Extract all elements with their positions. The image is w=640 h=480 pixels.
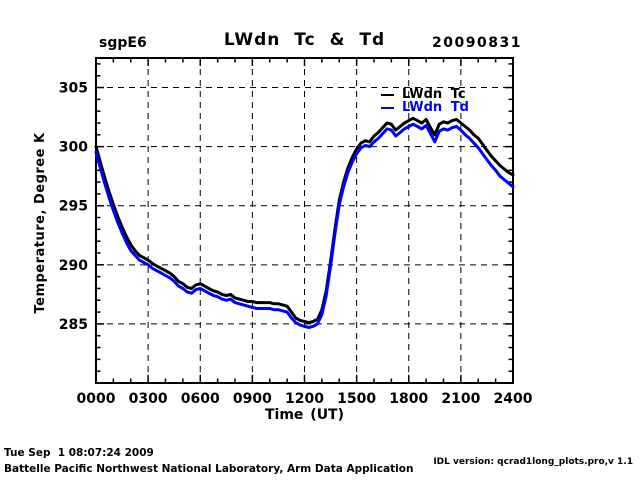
x-tick-label: 0300 [129,391,168,407]
footer-version-block: IDL version: qcrad1long_plots.pro,v 1.1 … [362,444,633,480]
footer-idl-version: IDL version: qcrad1long_plots.pro,v 1.1 [433,457,633,468]
x-tick-label: 2400 [494,391,533,407]
legend-label-td: LWdn Td [402,100,469,115]
series-line-tc [94,116,515,325]
footer-organization: Battelle Pacific Northwest National Labo… [4,463,414,475]
y-tick-label: 305 [59,81,88,97]
legend-item-tc: LWdn Tc [381,87,469,102]
legend-line-sample-td [381,106,394,109]
legend: LWdn Tc LWdn Td [381,87,469,115]
x-tick-label: 1200 [285,391,324,407]
y-tick-label: 290 [59,258,88,274]
legend-line-sample-tc [381,93,394,96]
x-axis-label: Time (UT) [264,407,345,423]
x-tick-label: 0000 [77,391,116,407]
x-tick-label: 0600 [181,391,220,407]
footer-timestamp: Tue Sep 1 08:07:24 2009 [4,447,154,459]
plot-date-label: 20090831 [432,35,522,51]
x-tick-label: 1800 [389,391,428,407]
y-axis-label: Temperature, Degree K [33,132,48,314]
series-line-td [94,122,515,329]
y-tick-label: 300 [59,140,88,156]
x-tick-label: 1500 [337,391,376,407]
y-tick-label: 295 [59,199,88,215]
legend-label-tc: LWdn Tc [402,87,466,102]
site-label: sgpE6 [99,35,147,51]
x-tick-label: 2100 [441,391,480,407]
legend-item-td: LWdn Td [381,100,469,115]
y-tick-label: 285 [59,317,88,333]
plot-title: LWdn Tc & Td [223,30,386,50]
x-tick-label: 0900 [233,391,272,407]
